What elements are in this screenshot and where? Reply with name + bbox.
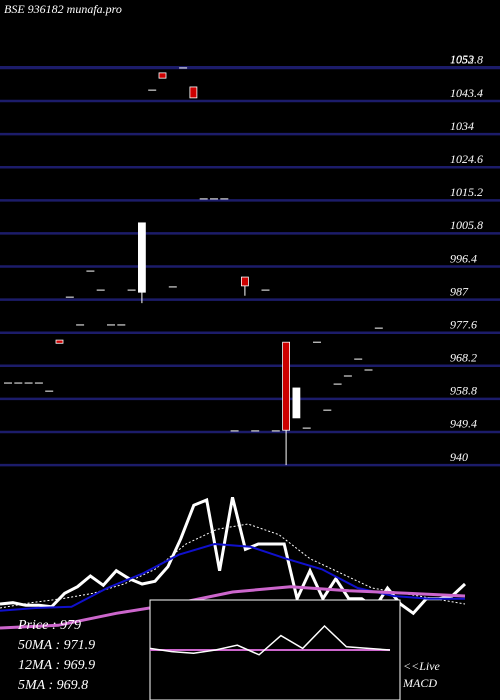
candle-body (240, 276, 249, 287)
info-line: Price : 979 (17, 618, 81, 633)
y-tick-label: 1005.8 (450, 218, 483, 232)
candle-body (137, 222, 146, 293)
y-tick-label: 958.8 (450, 384, 477, 398)
y-tick-label: 968.2 (450, 351, 477, 365)
y-tick-label: 987 (450, 284, 469, 298)
y-tick-label: 977.6 (450, 317, 477, 331)
y-tick-label: 949.4 (450, 417, 477, 431)
indicator-line (0, 496, 467, 616)
live-label: <<Live (403, 659, 441, 673)
candle-body (282, 341, 291, 431)
info-line: 5MA : 969.8 (18, 678, 88, 693)
y-tick-label: 1043.4 (450, 86, 483, 100)
y-tick-label: 996.4 (450, 251, 477, 265)
candle-body (158, 72, 167, 79)
info-line: 50MA : 971.9 (18, 638, 95, 653)
candle-body (55, 339, 64, 344)
chart-title: BSE 936182 munafa.pro (4, 2, 122, 16)
indicator-line (0, 585, 466, 630)
candle-body (292, 387, 301, 419)
y-tick-label: 1024.6 (450, 152, 483, 166)
y-tick-label: 1034 (450, 119, 474, 133)
y-tick-label: 1053 (450, 52, 474, 66)
y-tick-label: 1015.2 (450, 185, 483, 199)
y-tick-label: 1052.8 (450, 53, 483, 67)
info-line: 12MA : 969.9 (18, 658, 95, 673)
macd-line (149, 624, 391, 656)
y-tick-label: 940 (450, 450, 468, 464)
candle-body (189, 86, 198, 99)
indicator-line (0, 542, 465, 612)
macd-label: MACD (402, 676, 437, 690)
